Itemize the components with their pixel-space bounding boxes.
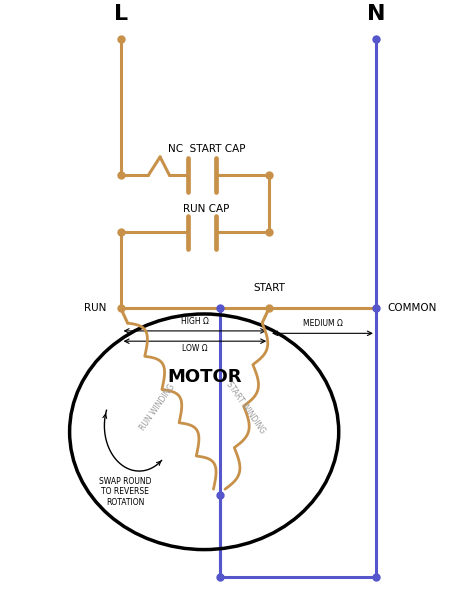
Text: N: N [366, 4, 384, 24]
Text: START: START [253, 283, 284, 293]
Text: MOTOR: MOTOR [167, 368, 241, 386]
Text: RUN WINDING: RUN WINDING [138, 383, 176, 432]
Text: MEDIUM Ω: MEDIUM Ω [302, 320, 342, 329]
Text: L: L [113, 4, 127, 24]
Text: RUN CAP: RUN CAP [183, 204, 229, 214]
Text: LOW Ω: LOW Ω [181, 344, 207, 353]
Text: RUN: RUN [84, 303, 106, 313]
Text: HIGH Ω: HIGH Ω [181, 317, 208, 326]
Text: SWAP ROUND
TO REVERSE
ROTATION: SWAP ROUND TO REVERSE ROTATION [99, 477, 151, 507]
Text: NC  START CAP: NC START CAP [167, 144, 245, 154]
Text: COMMON: COMMON [387, 303, 436, 313]
Text: START WINDING: START WINDING [224, 380, 267, 436]
